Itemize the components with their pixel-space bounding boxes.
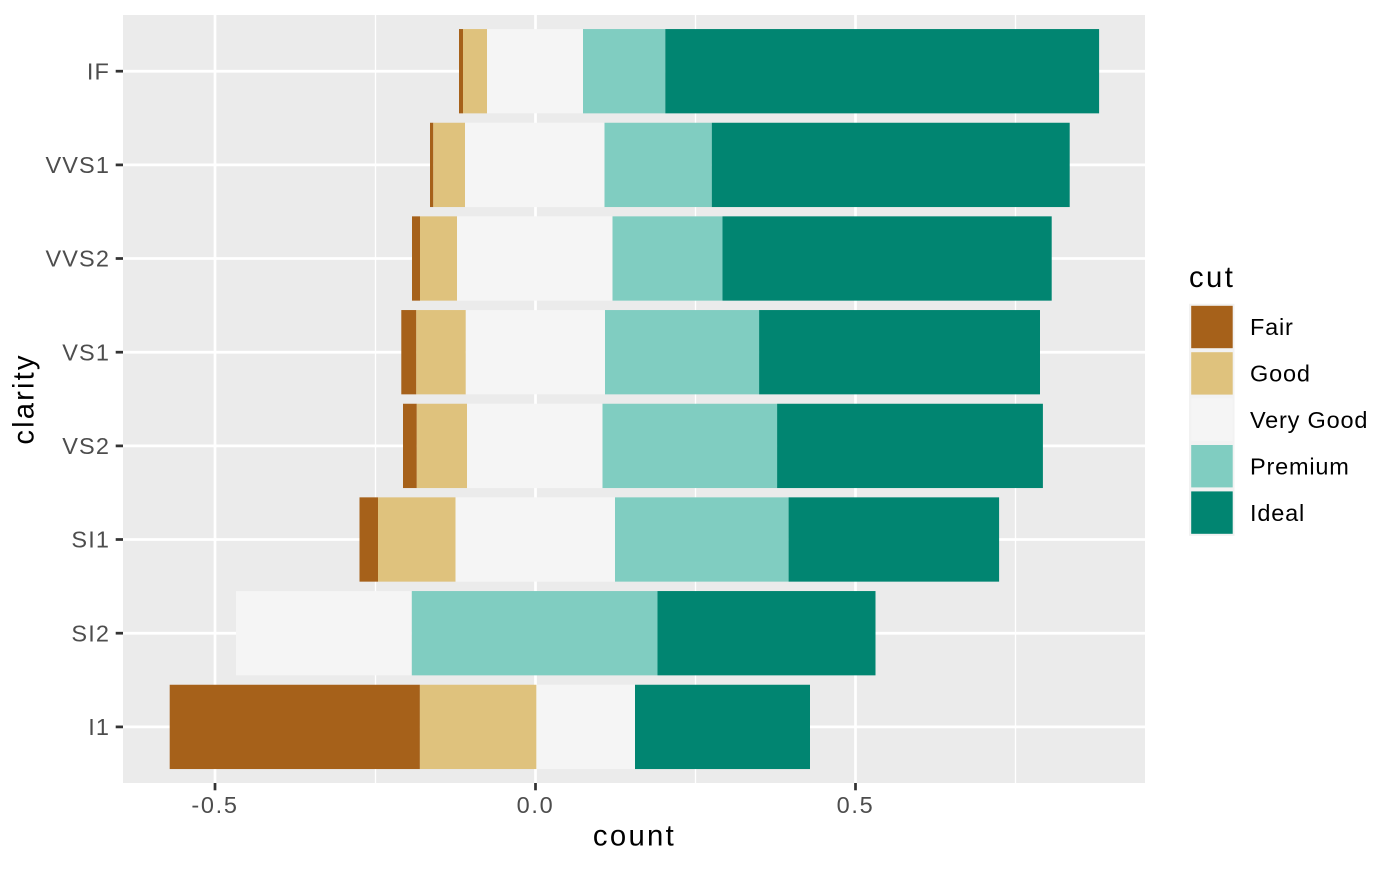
svg-text:Fair: Fair xyxy=(1250,314,1294,340)
svg-text:Very Good: Very Good xyxy=(1250,407,1368,433)
svg-text:VS1: VS1 xyxy=(62,339,110,365)
svg-text:IF: IF xyxy=(87,58,110,84)
svg-text:-0.5: -0.5 xyxy=(191,792,238,818)
svg-text:VS2: VS2 xyxy=(62,433,110,459)
svg-text:VVS1: VVS1 xyxy=(46,152,111,178)
svg-text:SI1: SI1 xyxy=(71,527,110,553)
svg-text:Ideal: Ideal xyxy=(1250,500,1305,526)
svg-text:I1: I1 xyxy=(88,714,110,740)
svg-text:cut: cut xyxy=(1189,261,1235,294)
svg-text:clarity: clarity xyxy=(8,353,41,444)
svg-text:0.5: 0.5 xyxy=(837,792,875,818)
svg-text:VVS2: VVS2 xyxy=(46,246,111,272)
svg-text:SI2: SI2 xyxy=(71,620,110,646)
svg-text:count: count xyxy=(593,820,676,853)
svg-text:0.0: 0.0 xyxy=(517,792,555,818)
svg-text:Good: Good xyxy=(1250,361,1311,387)
svg-text:Premium: Premium xyxy=(1250,453,1350,479)
